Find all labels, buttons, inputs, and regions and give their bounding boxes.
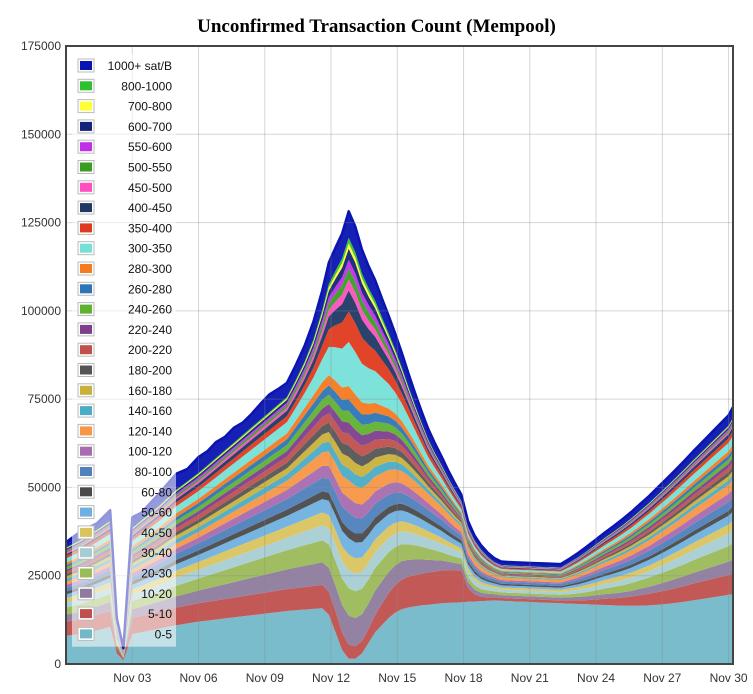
legend-label: 300-350 bbox=[128, 242, 172, 256]
legend-label: 500-550 bbox=[128, 161, 172, 175]
legend-swatch bbox=[80, 345, 92, 355]
legend-label: 100-120 bbox=[128, 445, 172, 459]
legend-label: 450-500 bbox=[128, 181, 172, 195]
legend-swatch bbox=[80, 446, 92, 456]
legend-swatch bbox=[80, 548, 92, 558]
y-tick-label: 175000 bbox=[21, 39, 61, 53]
legend-swatch bbox=[80, 609, 92, 619]
legend-swatch bbox=[80, 142, 92, 152]
legend-swatch bbox=[80, 568, 92, 578]
legend-label: 10-20 bbox=[141, 587, 172, 601]
legend-swatch bbox=[80, 365, 92, 375]
x-tick-label: Nov 06 bbox=[180, 671, 218, 685]
y-tick-label: 150000 bbox=[21, 127, 61, 141]
legend-swatch bbox=[80, 304, 92, 314]
legend-label: 50-60 bbox=[141, 506, 172, 520]
legend-label: 800-1000 bbox=[121, 79, 172, 93]
x-tick-label: Nov 18 bbox=[445, 671, 483, 685]
legend-label: 5-10 bbox=[148, 607, 172, 621]
total-outline bbox=[65, 210, 735, 650]
area-40-50 bbox=[66, 512, 733, 657]
plot-frame bbox=[65, 45, 734, 665]
legend-swatch bbox=[80, 406, 92, 416]
x-tick-label: Nov 30 bbox=[710, 671, 748, 685]
area-5-10 bbox=[66, 570, 733, 661]
legend-swatch bbox=[80, 527, 92, 537]
y-tick-label: 100000 bbox=[21, 304, 61, 318]
x-tick-label: Nov 12 bbox=[312, 671, 350, 685]
x-tick-label: Nov 21 bbox=[511, 671, 549, 685]
legend-label: 400-450 bbox=[128, 201, 172, 215]
y-tick-label: 50000 bbox=[28, 480, 62, 494]
legend-swatch bbox=[80, 264, 92, 273]
legend-swatch bbox=[80, 467, 92, 476]
legend-label: 80-100 bbox=[135, 465, 173, 479]
legend-label: 550-600 bbox=[128, 140, 172, 154]
chart-title: Unconfirmed Transaction Count (Mempool) bbox=[197, 16, 556, 37]
area-20-30 bbox=[66, 540, 733, 658]
legend-swatch bbox=[80, 61, 92, 70]
legend-label: 220-240 bbox=[128, 323, 172, 337]
legend-label: 60-80 bbox=[141, 485, 172, 499]
legend-swatch bbox=[80, 223, 92, 233]
legend-label: 160-180 bbox=[128, 384, 172, 398]
area-0-5 bbox=[66, 594, 733, 664]
y-tick-label: 75000 bbox=[28, 392, 62, 406]
legend-label: 0-5 bbox=[155, 627, 173, 641]
x-tick-label: Nov 09 bbox=[246, 671, 284, 685]
x-tick-label: Nov 03 bbox=[113, 671, 151, 685]
legend-swatch bbox=[80, 507, 92, 517]
x-tick-label: Nov 24 bbox=[577, 671, 615, 685]
legend-label: 600-700 bbox=[128, 120, 172, 134]
legend-swatch bbox=[80, 203, 92, 213]
y-tick-label: 25000 bbox=[28, 569, 62, 583]
legend-swatch bbox=[80, 385, 92, 395]
legend-swatch bbox=[80, 121, 92, 131]
legend-swatch bbox=[80, 243, 92, 253]
legend-label: 350-400 bbox=[128, 221, 172, 235]
legend-swatch bbox=[80, 324, 92, 334]
y-tick-label: 0 bbox=[54, 657, 61, 671]
legend-label: 700-800 bbox=[128, 100, 172, 114]
area-300-350 bbox=[66, 341, 733, 652]
legend-label: 20-30 bbox=[141, 567, 172, 581]
legend-swatch bbox=[80, 588, 92, 598]
legend-label: 30-40 bbox=[141, 546, 172, 560]
legend-swatch bbox=[80, 487, 92, 497]
legend-label: 1000+ sat/B bbox=[108, 59, 172, 73]
legend-label: 240-260 bbox=[128, 303, 172, 317]
legend-swatch bbox=[80, 81, 92, 91]
legend-swatch bbox=[80, 182, 92, 192]
area-30-40 bbox=[66, 525, 733, 658]
legend-label: 40-50 bbox=[141, 526, 172, 540]
legend-swatch bbox=[80, 426, 92, 436]
area-10-20 bbox=[66, 559, 733, 659]
x-tick-label: Nov 27 bbox=[643, 671, 681, 685]
x-tick-label: Nov 15 bbox=[378, 671, 416, 685]
legend-label: 200-220 bbox=[128, 343, 172, 357]
legend-label: 140-160 bbox=[128, 404, 172, 418]
legend-label: 280-300 bbox=[128, 262, 172, 276]
legend-swatch bbox=[80, 629, 92, 639]
y-tick-label: 125000 bbox=[21, 216, 61, 230]
legend-label: 260-280 bbox=[128, 282, 172, 296]
legend-swatch bbox=[80, 162, 92, 172]
legend-label: 180-200 bbox=[128, 364, 172, 378]
legend-label: 120-140 bbox=[128, 424, 172, 438]
legend-swatch bbox=[80, 101, 92, 111]
legend-swatch bbox=[80, 284, 92, 294]
